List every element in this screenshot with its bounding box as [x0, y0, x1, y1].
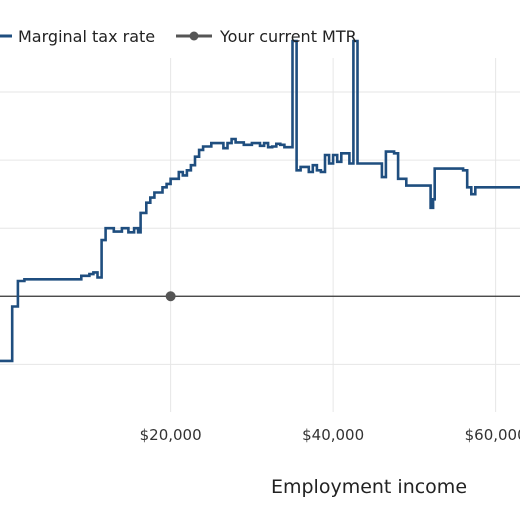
x-axis-title: Employment income [271, 476, 467, 498]
legend-label-current-mtr: Your current MTR [219, 27, 357, 46]
gridlines [0, 58, 520, 412]
series-layer [0, 39, 520, 363]
x-tick-labels: $20,000 $40,000 $60,000 [140, 426, 520, 444]
legend-marker-current-mtr [189, 31, 199, 41]
marker-layer [165, 291, 176, 302]
legend-label-marginal-tax-rate: Marginal tax rate [18, 27, 155, 46]
x-tick-label: $60,000 [465, 426, 520, 444]
x-tick-label: $40,000 [302, 426, 364, 444]
current-mtr-marker [165, 291, 176, 302]
x-tick-label: $20,000 [140, 426, 202, 444]
series-line-marginal-tax-rate [0, 39, 520, 363]
legend[interactable]: Marginal tax rate Your current MTR [0, 27, 357, 46]
